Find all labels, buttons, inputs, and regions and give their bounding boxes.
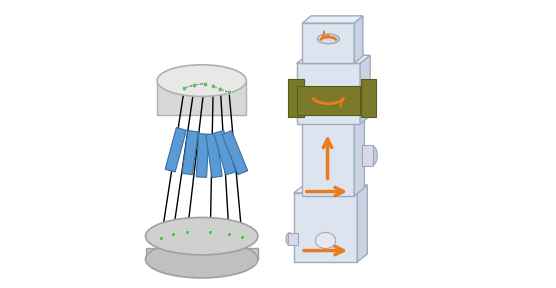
Polygon shape	[360, 55, 370, 124]
Bar	[302, 23, 354, 63]
Polygon shape	[302, 16, 363, 23]
Ellipse shape	[146, 217, 258, 255]
Polygon shape	[214, 130, 236, 175]
Bar	[302, 121, 354, 196]
Polygon shape	[157, 81, 246, 115]
Bar	[361, 79, 376, 117]
Polygon shape	[196, 134, 209, 177]
Ellipse shape	[146, 240, 258, 278]
Polygon shape	[182, 130, 198, 175]
Ellipse shape	[317, 34, 339, 44]
Bar	[297, 86, 360, 115]
Polygon shape	[165, 128, 186, 172]
Polygon shape	[206, 133, 222, 178]
Bar	[294, 193, 357, 262]
Polygon shape	[222, 131, 248, 175]
Polygon shape	[146, 248, 258, 259]
Polygon shape	[357, 185, 368, 262]
Ellipse shape	[286, 233, 293, 245]
Ellipse shape	[366, 145, 378, 166]
Polygon shape	[354, 113, 364, 196]
Polygon shape	[294, 185, 368, 193]
Polygon shape	[302, 113, 364, 121]
Polygon shape	[297, 55, 370, 63]
Ellipse shape	[315, 232, 336, 249]
Ellipse shape	[157, 65, 246, 96]
Bar	[288, 79, 304, 117]
Bar	[297, 63, 360, 124]
Bar	[288, 233, 298, 245]
Polygon shape	[354, 16, 363, 63]
Bar	[361, 145, 373, 166]
